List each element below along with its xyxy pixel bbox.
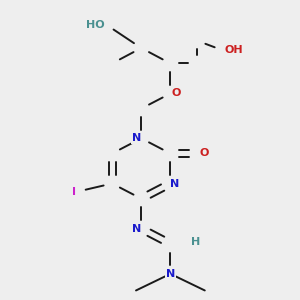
Text: N: N: [132, 224, 141, 234]
Text: N: N: [132, 133, 141, 143]
Text: H: H: [191, 237, 201, 247]
Text: N: N: [170, 178, 180, 188]
Text: O: O: [200, 148, 209, 158]
Text: O: O: [172, 88, 181, 98]
Text: OH: OH: [224, 45, 243, 55]
Text: I: I: [72, 187, 76, 197]
Text: N: N: [166, 269, 175, 279]
Text: HO: HO: [86, 20, 105, 30]
